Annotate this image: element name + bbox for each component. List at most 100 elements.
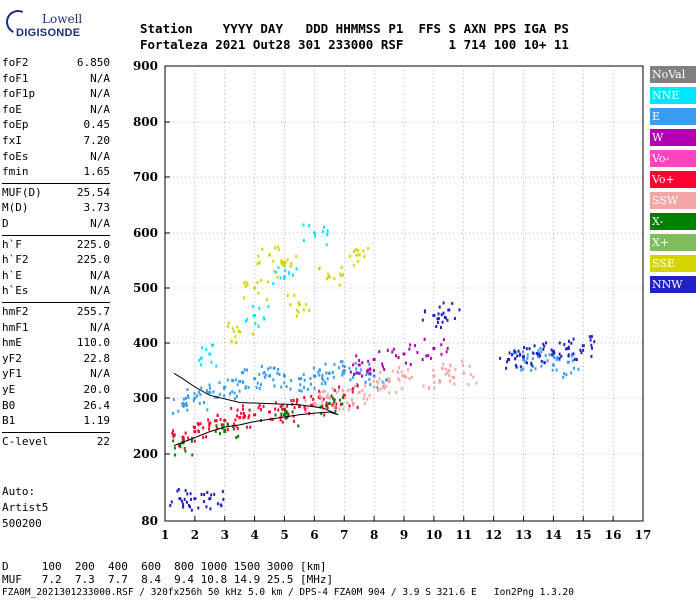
echo-trace	[306, 387, 309, 391]
echo-trace	[320, 396, 323, 400]
echo-trace	[299, 383, 302, 387]
echo-trace	[410, 375, 413, 379]
echo-trace	[580, 351, 583, 355]
param-value: 1.65	[83, 165, 111, 179]
echo-trace	[551, 368, 554, 372]
echo-trace	[169, 504, 172, 508]
echo-trace	[461, 363, 464, 367]
x-tick-label: 15	[575, 528, 592, 542]
echo-trace	[397, 370, 400, 374]
echo-trace	[533, 344, 536, 348]
echo-trace	[355, 253, 358, 257]
echo-trace	[174, 453, 177, 457]
echo-trace	[325, 371, 328, 375]
echo-point	[193, 396, 197, 400]
echo-point	[283, 407, 286, 411]
echo-trace	[553, 351, 556, 355]
echo-trace	[352, 373, 355, 377]
legend-item-x-: X+	[650, 234, 696, 251]
echo-trace	[318, 392, 321, 396]
echo-trace	[182, 505, 185, 509]
echo-trace	[215, 419, 218, 423]
echo-trace	[451, 301, 454, 305]
echo-trace	[446, 318, 449, 322]
echo-trace	[262, 371, 265, 375]
echo-trace	[256, 262, 259, 266]
echo-trace	[258, 372, 261, 376]
echo-trace	[453, 382, 456, 386]
echo-trace	[575, 358, 578, 362]
param-separator	[2, 302, 110, 303]
echo-trace	[326, 404, 329, 408]
echo-trace	[196, 394, 199, 398]
echo-trace	[297, 310, 300, 314]
param-value: 7.20	[83, 134, 111, 147]
echo-trace	[260, 365, 263, 369]
echo-trace	[383, 368, 386, 372]
echo-trace	[508, 351, 511, 355]
echo-point	[551, 349, 555, 353]
x-tick-label: 12	[485, 528, 502, 542]
echo-trace	[258, 306, 261, 310]
echo-trace	[551, 353, 554, 357]
echo-trace	[333, 398, 336, 402]
x-tick-label: 10	[426, 528, 443, 542]
echo-trace	[446, 371, 449, 375]
param-row: h`Es N/A	[2, 284, 110, 299]
echo-trace	[385, 378, 388, 382]
echo-trace	[530, 361, 533, 365]
echo-point	[402, 352, 406, 356]
echo-point	[432, 347, 436, 350]
param-name: hmE	[2, 336, 22, 350]
echo-trace	[276, 371, 279, 375]
echo-trace	[338, 283, 341, 287]
echo-trace	[326, 377, 329, 381]
echo-point	[312, 231, 316, 235]
echo-trace	[365, 373, 368, 377]
param-separator	[2, 234, 110, 236]
echo-point	[522, 358, 525, 361]
echo-point	[432, 314, 436, 317]
legend-item-nnw: NNW	[650, 276, 696, 293]
y-tick-label: 500	[133, 281, 158, 295]
echo-trace	[565, 347, 568, 351]
echo-trace	[273, 384, 276, 388]
param-row: M(D) 3.73	[2, 201, 110, 216]
echo-trace	[310, 382, 313, 386]
param-row: B1 1.19	[2, 414, 110, 429]
echo-point	[268, 410, 272, 414]
echo-trace	[397, 356, 400, 360]
echo-trace	[322, 378, 325, 382]
echo-point	[312, 402, 316, 406]
echo-trace	[366, 397, 369, 401]
legend-item-vo-: Vo+	[650, 171, 696, 188]
echo-trace	[241, 380, 244, 384]
echo-trace	[321, 373, 324, 377]
echo-trace	[376, 388, 379, 392]
echo-trace	[351, 402, 354, 406]
echo-trace	[378, 377, 381, 381]
echo-trace	[249, 425, 252, 429]
echo-trace	[176, 489, 179, 493]
echo-trace	[277, 248, 280, 252]
echo-trace	[333, 388, 336, 392]
echo-trace	[191, 453, 194, 457]
echo-trace	[514, 357, 517, 361]
echo-trace	[377, 381, 380, 385]
echo-trace	[251, 304, 254, 308]
echo-trace	[376, 386, 379, 390]
echo-trace	[550, 348, 553, 352]
echo-trace	[364, 380, 367, 384]
param-value: 22.8	[83, 351, 111, 365]
legend-item-e: E	[650, 108, 696, 125]
echo-trace	[542, 342, 545, 346]
echo-trace	[303, 378, 306, 382]
echo-trace	[346, 401, 349, 405]
echo-trace	[372, 379, 375, 383]
param-row: hmF1 N/A	[2, 321, 110, 336]
echo-trace	[338, 385, 341, 389]
echo-trace	[263, 375, 266, 379]
echo-trace	[518, 353, 521, 357]
echo-trace	[252, 314, 255, 318]
echo-trace	[558, 357, 561, 361]
